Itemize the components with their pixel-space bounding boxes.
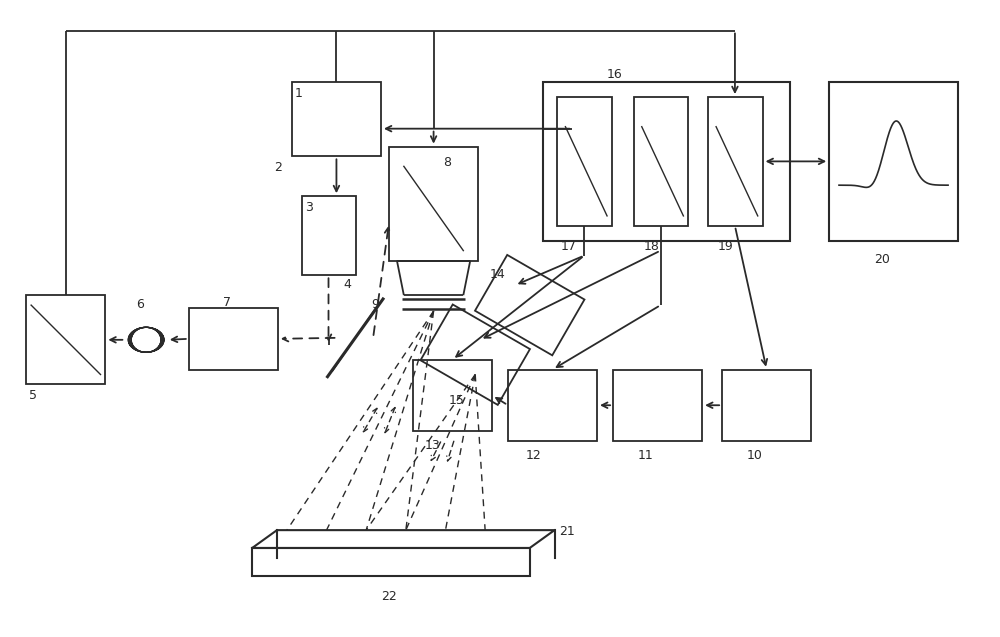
Bar (302, 196, 356, 275)
Text: 10: 10 (747, 449, 763, 462)
Text: 3: 3 (305, 201, 313, 214)
Bar (543, 82, 790, 241)
Text: 2: 2 (274, 161, 282, 175)
Text: 5: 5 (29, 389, 37, 403)
Text: 11: 11 (638, 449, 654, 462)
Bar (613, 369, 702, 441)
Bar (413, 360, 492, 431)
Text: 7: 7 (223, 296, 231, 309)
Bar (26, 295, 105, 384)
Bar (252, 548, 530, 576)
Bar (829, 82, 958, 241)
Bar (292, 82, 381, 157)
Bar (189, 308, 278, 369)
Text: 16: 16 (607, 68, 623, 81)
Bar (508, 369, 597, 441)
Bar (634, 97, 688, 225)
Bar (389, 147, 478, 261)
Text: 4: 4 (343, 278, 351, 291)
Text: 21: 21 (559, 525, 575, 538)
Text: 14: 14 (490, 268, 506, 282)
Text: 15: 15 (448, 394, 464, 407)
Text: 1: 1 (295, 87, 303, 100)
Text: 6: 6 (136, 298, 144, 311)
Text: 8: 8 (443, 157, 451, 169)
Text: 20: 20 (874, 253, 890, 266)
Text: 18: 18 (644, 240, 660, 253)
Text: 22: 22 (381, 590, 397, 603)
Bar (557, 97, 612, 225)
Text: 19: 19 (718, 240, 734, 253)
Text: 9: 9 (371, 298, 379, 311)
Text: 17: 17 (560, 240, 576, 253)
Text: 13: 13 (425, 439, 440, 452)
Text: 12: 12 (526, 449, 542, 462)
Bar (722, 369, 811, 441)
Bar (708, 97, 763, 225)
